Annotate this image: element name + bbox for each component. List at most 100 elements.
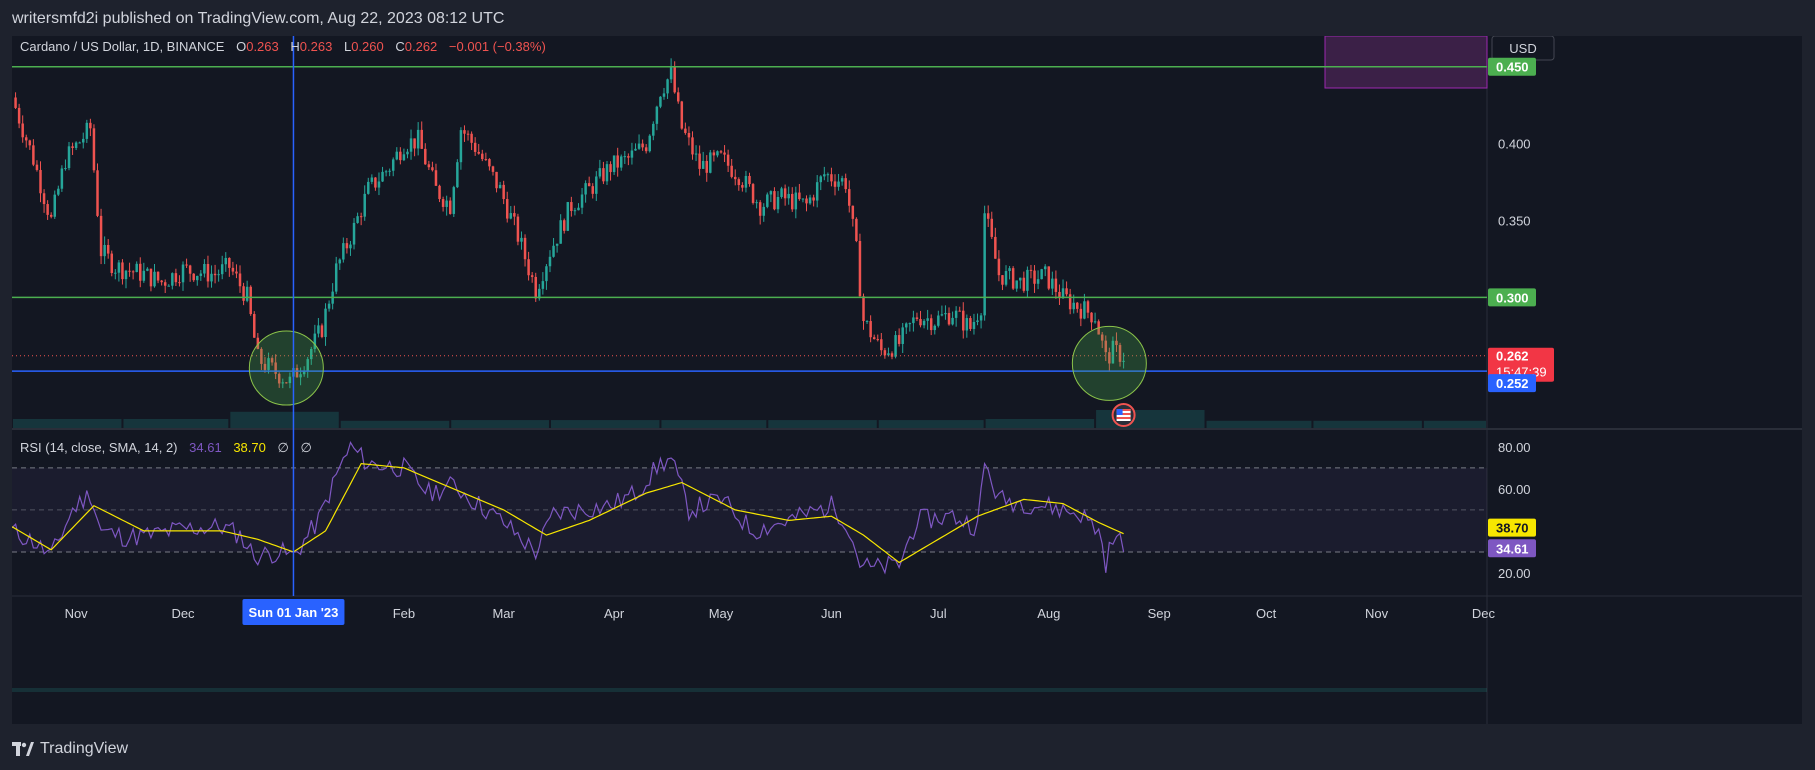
candle-body — [253, 314, 256, 338]
rsi-pane[interactable] — [12, 430, 1487, 594]
candle-body — [676, 92, 680, 102]
candle-body — [773, 191, 776, 210]
candle-body — [1122, 360, 1125, 362]
candle-body — [783, 188, 787, 199]
candlesticks — [14, 58, 1125, 389]
candle-body — [438, 185, 441, 200]
candle-body — [894, 335, 897, 357]
candle-body — [954, 310, 958, 318]
candle-body — [110, 253, 114, 273]
candle-body — [46, 204, 49, 215]
candle-body — [220, 264, 224, 275]
candle-body — [705, 160, 708, 173]
volume-block — [1206, 420, 1312, 428]
candle-body — [883, 350, 887, 356]
candle-body — [67, 146, 71, 169]
candle-body — [627, 156, 630, 158]
candle-body — [146, 268, 149, 271]
candle-body — [270, 358, 274, 363]
time-tick: Dec — [1472, 606, 1496, 621]
time-tick: Oct — [1256, 606, 1277, 621]
candle-body — [505, 199, 509, 219]
candle-body — [805, 198, 808, 204]
candle-body — [901, 327, 904, 344]
candle-body — [17, 107, 21, 124]
candle-body — [1083, 301, 1086, 319]
candle-body — [880, 339, 883, 351]
candle-body — [203, 263, 206, 274]
candle-body — [637, 143, 641, 149]
candle-body — [723, 152, 726, 155]
candle-body — [623, 156, 627, 158]
candle-body — [28, 140, 32, 146]
candle-body — [128, 270, 131, 272]
rsi-axis[interactable]: 80.00 60.00 20.00 — [1498, 440, 1531, 581]
candle-body — [644, 147, 648, 152]
candle-body — [409, 138, 413, 152]
candle-body — [865, 321, 869, 323]
drawing-rectangle[interactable] — [1324, 35, 1488, 89]
candle-body — [217, 274, 220, 276]
candle-body — [413, 138, 416, 149]
candle-body — [655, 106, 659, 124]
candle-body — [306, 359, 309, 372]
candle-body — [958, 310, 961, 312]
currency-label[interactable]: USD — [1509, 41, 1536, 56]
publisher-text: writersmfd2i published on TradingView.co… — [12, 10, 505, 27]
candle-body — [701, 160, 705, 169]
candle-body — [641, 143, 644, 148]
candle-body — [1079, 308, 1083, 319]
last-price-badge: 0.262 15:47:39 — [1488, 347, 1554, 382]
candle-body — [612, 155, 616, 173]
candle-body — [466, 133, 470, 135]
candle-body — [249, 286, 252, 315]
candle-body — [416, 129, 420, 149]
candle-body — [21, 123, 24, 138]
highlight-circle-left[interactable] — [248, 330, 324, 406]
candle-body — [580, 194, 584, 208]
price-pane[interactable] — [12, 36, 1487, 428]
volume-block — [230, 411, 339, 428]
candle-body — [78, 142, 81, 144]
svg-text:0.252: 0.252 — [1496, 376, 1529, 391]
publish-header: writersmfd2i published on TradingView.co… — [0, 0, 1815, 36]
candle-body — [905, 323, 908, 328]
chart-frame[interactable]: Cardano / US Dollar, 1D, BINANCE O0.263 … — [11, 35, 1802, 724]
candle-body — [552, 245, 555, 257]
candle-body — [709, 152, 712, 173]
candle-body — [897, 335, 901, 344]
candle-body — [395, 151, 399, 160]
tradingview-logo[interactable]: TradingView — [12, 740, 128, 758]
rsi-tick: 60.00 — [1498, 482, 1531, 497]
candle-body — [755, 202, 758, 204]
us-flag-icon[interactable] — [1111, 403, 1136, 427]
candle-body — [445, 200, 448, 207]
price-axis[interactable]: 0.400 0.350 — [1498, 137, 1531, 229]
candle-body — [659, 96, 662, 107]
candle-body — [1072, 302, 1075, 310]
candle-body — [979, 315, 983, 321]
candle-body — [228, 257, 231, 268]
candle-body — [456, 162, 459, 188]
currency-button[interactable]: USD — [1491, 35, 1555, 61]
candle-body — [887, 353, 890, 356]
candle-body — [734, 176, 737, 180]
candle-body — [819, 176, 823, 183]
time-tick: Mar — [492, 606, 515, 621]
candle-body — [245, 286, 249, 301]
candle-body — [334, 263, 338, 292]
candle-body — [559, 220, 562, 244]
symbol-legend: Cardano / US Dollar, 1D, BINANCE O0.263 … — [20, 39, 546, 54]
candle-body — [431, 167, 434, 171]
time-axis[interactable]: Nov Dec Feb Mar Apr May Jun Jul Aug Sep Oct Nov Dec — [12, 606, 1495, 692]
rsi-tick: 20.00 — [1498, 566, 1531, 581]
candle-body — [391, 159, 395, 171]
candle-body — [687, 132, 691, 138]
candle-body — [562, 220, 566, 231]
price-chart[interactable]: Cardano / US Dollar, 1D, BINANCE O0.263 … — [11, 35, 1802, 724]
candle-body — [855, 218, 858, 242]
rsi-sma-line — [11, 462, 1124, 564]
highlight-circle-right[interactable] — [1071, 325, 1147, 401]
candle-body — [815, 182, 819, 201]
candle-body — [235, 271, 238, 274]
